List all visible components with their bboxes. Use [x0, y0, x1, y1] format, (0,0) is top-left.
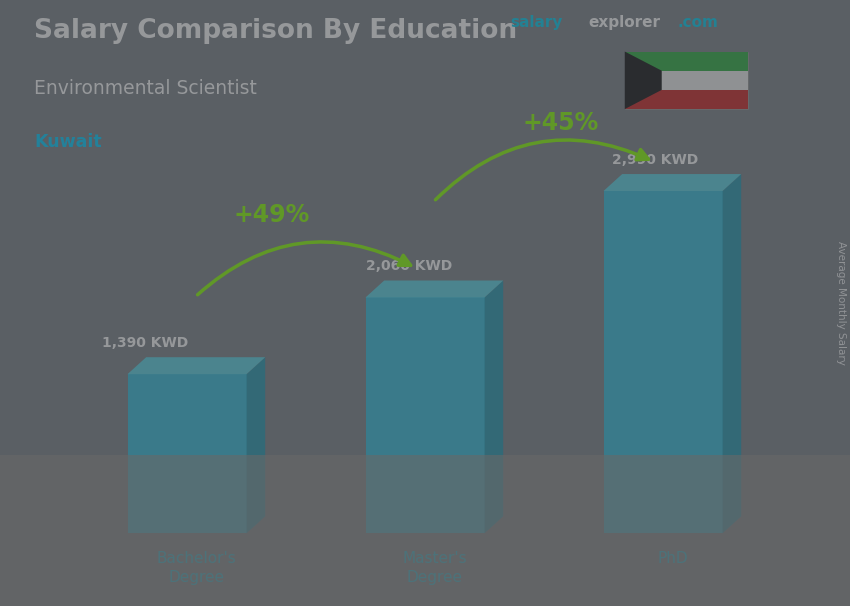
Polygon shape — [722, 174, 741, 533]
Polygon shape — [625, 90, 748, 109]
Polygon shape — [128, 374, 246, 533]
Text: 1,390 KWD: 1,390 KWD — [102, 336, 188, 350]
Polygon shape — [366, 298, 484, 533]
Text: Environmental Scientist: Environmental Scientist — [34, 79, 257, 98]
Polygon shape — [604, 174, 741, 191]
Text: +45%: +45% — [523, 111, 599, 135]
Polygon shape — [625, 52, 661, 109]
Text: salary: salary — [510, 15, 563, 30]
Polygon shape — [484, 281, 503, 533]
Polygon shape — [625, 52, 748, 71]
Text: Kuwait: Kuwait — [34, 133, 102, 152]
Polygon shape — [246, 357, 265, 533]
Text: 2,060 KWD: 2,060 KWD — [366, 259, 451, 273]
Polygon shape — [366, 281, 503, 298]
Polygon shape — [625, 52, 748, 109]
Text: explorer: explorer — [588, 15, 660, 30]
Text: .com: .com — [677, 15, 718, 30]
Polygon shape — [604, 191, 722, 533]
Polygon shape — [128, 357, 265, 374]
Text: Master's
Degree: Master's Degree — [402, 551, 467, 585]
Text: Bachelor's
Degree: Bachelor's Degree — [156, 551, 236, 585]
Text: Salary Comparison By Education: Salary Comparison By Education — [34, 18, 517, 44]
Text: 2,990 KWD: 2,990 KWD — [612, 153, 698, 167]
Text: +49%: +49% — [234, 202, 310, 227]
Text: Average Monthly Salary: Average Monthly Salary — [836, 241, 846, 365]
Text: PhD: PhD — [657, 551, 688, 567]
